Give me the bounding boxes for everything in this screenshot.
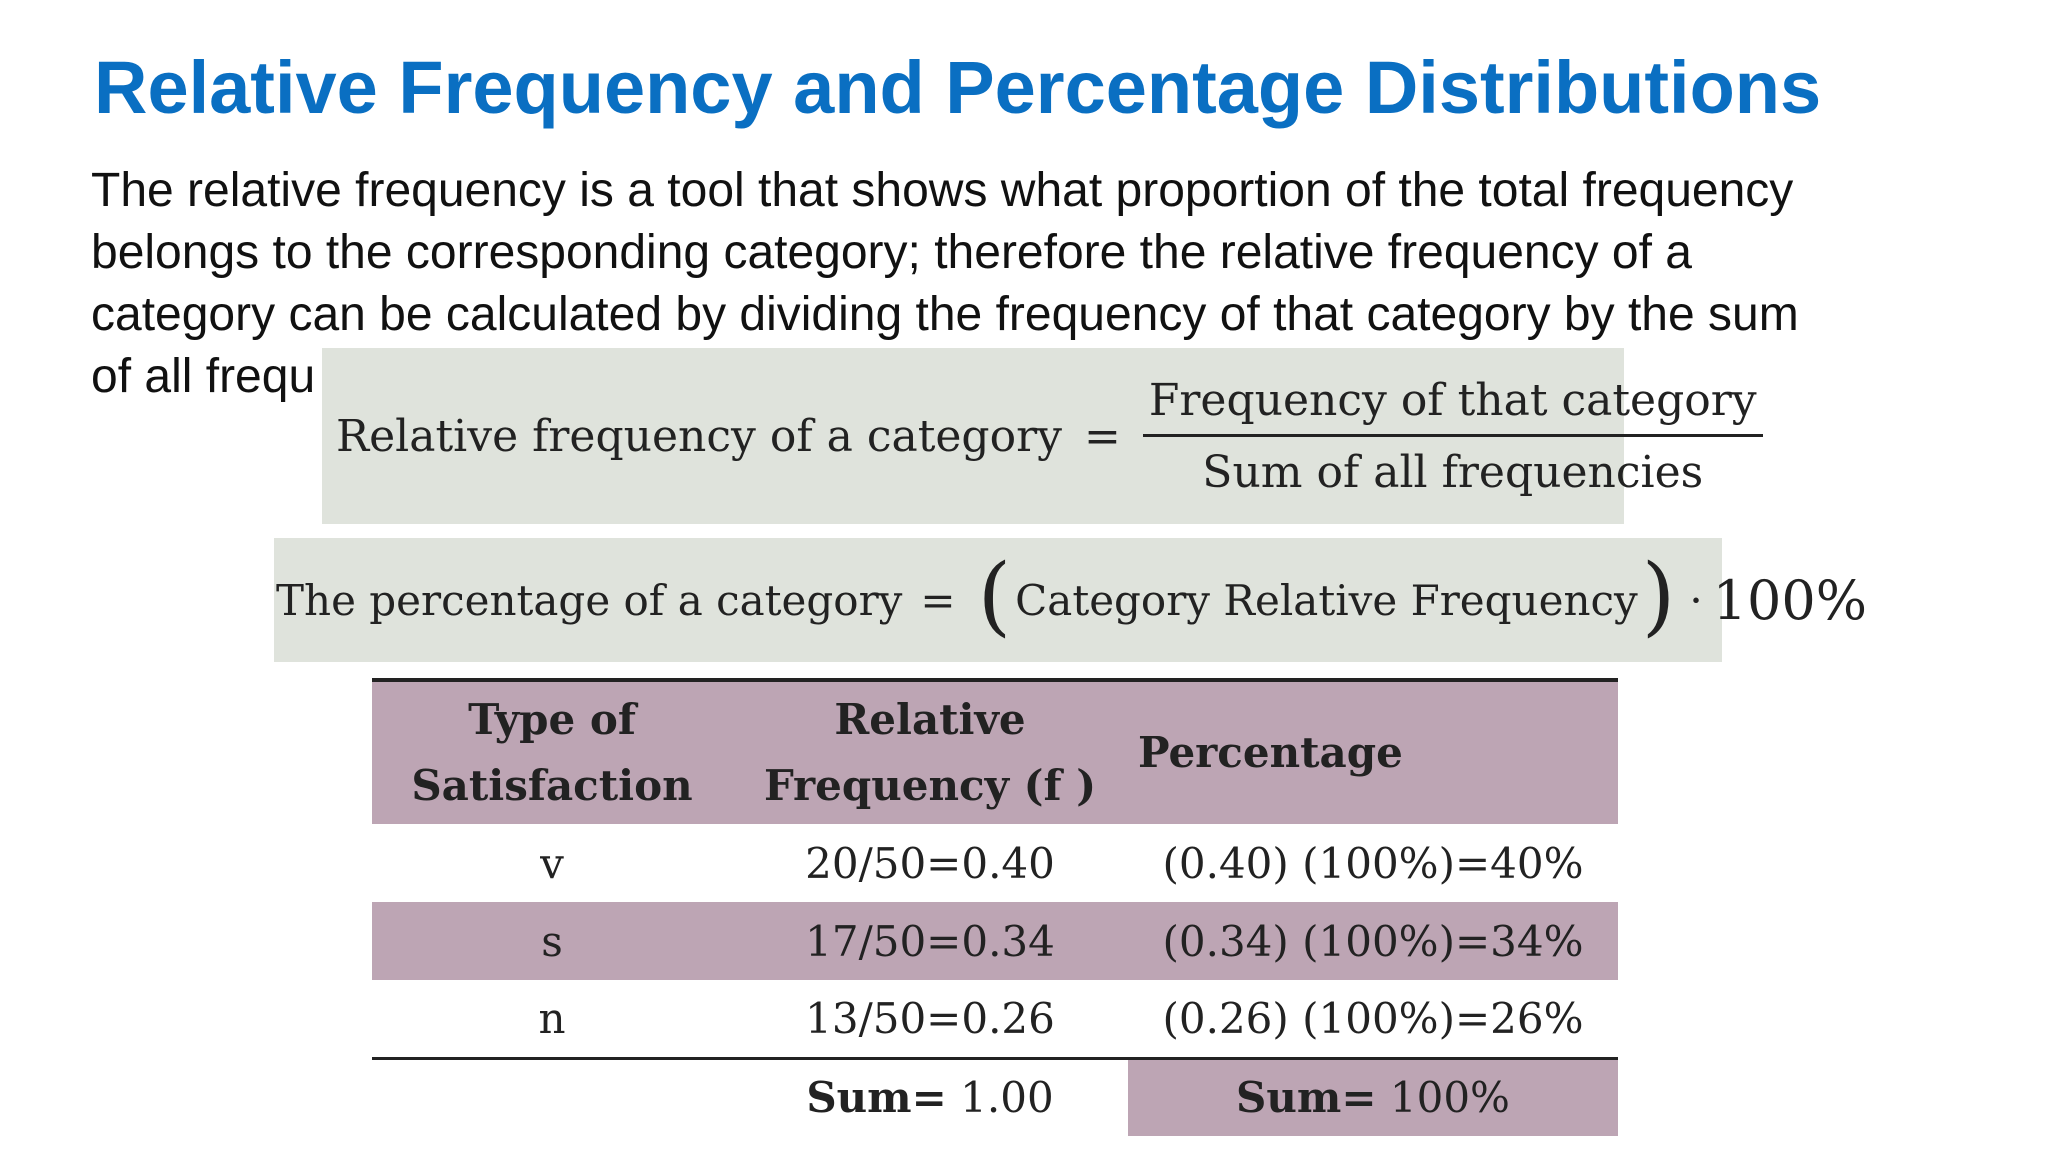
sum-label: Sum= — [806, 1073, 947, 1123]
slide-title: Relative Frequency and Percentage Distri… — [94, 46, 1822, 129]
sum-label: Sum= — [1236, 1073, 1377, 1123]
cell-type: s — [541, 916, 563, 966]
cell-relative: 17/50=0.34 — [805, 916, 1055, 966]
relative-frequency-formula: Relative frequency of a category = Frequ… — [322, 348, 1763, 524]
description-paragraph: The relative frequency is a tool that sh… — [91, 160, 2021, 408]
header-line: Type of — [468, 695, 636, 744]
header-line: Satisfaction — [411, 761, 693, 810]
table-row: s 17/50=0.34 (0.34) (100%)=34% — [372, 902, 1618, 980]
cell-percentage: (0.34) (100%)=34% — [1162, 916, 1584, 966]
cell-type: v — [540, 838, 564, 888]
cell-sum-relative: Sum= 1.00 — [732, 1058, 1128, 1136]
cell-empty — [372, 1058, 732, 1136]
cell-percentage: (0.26) (100%)=26% — [1162, 993, 1584, 1043]
paragraph-line: The relative frequency is a tool that sh… — [91, 164, 1794, 217]
formula-inner: Category Relative Frequency — [1015, 575, 1638, 625]
header-line: Frequency (f ) — [763, 761, 1097, 810]
equals-sign: = — [920, 575, 956, 625]
formula-lhs: Relative frequency of a category — [336, 410, 1062, 462]
table-row: n 13/50=0.26 (0.26) (100%)=26% — [372, 980, 1618, 1058]
table-sum-row: Sum= 1.00 Sum= 100% — [372, 1058, 1618, 1136]
table-row: v 20/50=0.40 (0.40) (100%)=40% — [372, 824, 1618, 902]
cell-sum-percentage: Sum= 100% — [1128, 1058, 1618, 1136]
frequency-table: Type of Satisfaction Relative Frequency … — [372, 678, 1618, 1136]
cell-type: n — [538, 993, 566, 1043]
cell-relative: 20/50=0.40 — [805, 838, 1055, 888]
fraction: Frequency of that category Sum of all fr… — [1142, 375, 1763, 498]
header-relative-frequency: Relative Frequency (f ) — [732, 680, 1128, 824]
close-paren: ) — [1641, 546, 1676, 646]
multiplication-dot: · — [1689, 575, 1703, 625]
cell-percentage: (0.40) (100%)=40% — [1162, 838, 1584, 888]
header-percentage: Percentage — [1138, 728, 1403, 777]
table-header-row: Type of Satisfaction Relative Frequency … — [372, 680, 1618, 824]
header-line: Relative — [834, 695, 1026, 744]
fraction-denominator: Sum of all frequencies — [1202, 446, 1704, 498]
hundred-percent: 100% — [1712, 568, 1868, 632]
open-paren: ( — [977, 546, 1012, 646]
formula-lhs: The percentage of a category — [276, 575, 903, 625]
paragraph-line: of all frequ — [91, 350, 316, 403]
fraction-numerator: Frequency of that category — [1142, 375, 1763, 437]
equals-sign: = — [1083, 410, 1121, 462]
cell-relative: 13/50=0.26 — [805, 993, 1055, 1043]
sum-value: 100% — [1389, 1073, 1510, 1123]
percentage-formula: The percentage of a category = ( Categor… — [274, 538, 1867, 662]
header-type-of-satisfaction: Type of Satisfaction — [372, 680, 732, 824]
sum-value: 1.00 — [960, 1073, 1054, 1123]
paragraph-line: belongs to the corresponding category; t… — [91, 226, 1692, 279]
paragraph-line: category can be calculated by dividing t… — [91, 288, 1799, 341]
